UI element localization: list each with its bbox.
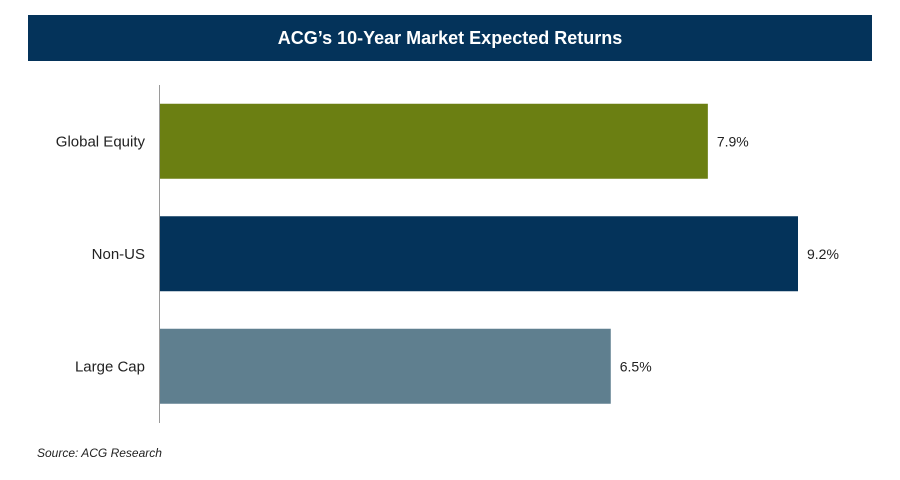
source-note: Source: ACG Research	[37, 446, 162, 460]
bar-global-equity	[160, 103, 708, 179]
chart-title-bar: ACG’s 10-Year Market Expected Returns	[28, 15, 872, 61]
bar-non-us	[160, 216, 798, 292]
value-label: 9.2%	[807, 246, 839, 262]
bars-layer: Global Equity 7.9% Non-US 9.2% Large Cap 6.5%	[56, 103, 839, 404]
value-label: 6.5%	[620, 358, 652, 374]
category-label: Non-US	[92, 246, 145, 263]
category-label: Large Cap	[75, 358, 145, 375]
chart-title: ACG’s 10-Year Market Expected Returns	[277, 27, 623, 48]
value-label: 7.9%	[717, 133, 749, 149]
category-label: Global Equity	[56, 133, 146, 150]
bar-large-cap	[160, 328, 611, 404]
